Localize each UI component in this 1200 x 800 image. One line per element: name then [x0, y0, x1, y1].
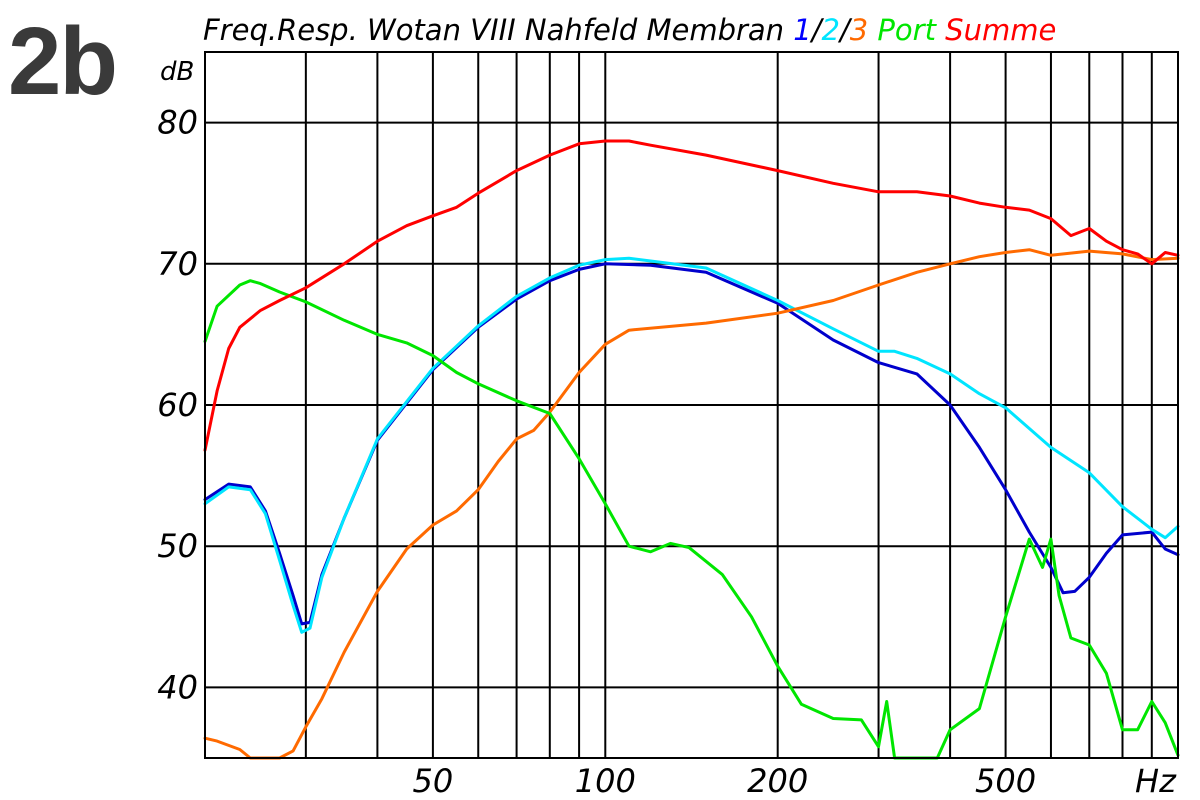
title-part-7: Summe [936, 13, 1056, 47]
x-tick-label-500: 500 [975, 762, 1036, 800]
series-line-port [203, 279, 1180, 760]
x-axis-label: Hz [1135, 762, 1177, 800]
y-tick-label-60: 60 [157, 386, 198, 424]
series-line-1 [203, 262, 1180, 626]
title-part-0: Freq.Resp. Wotan VIII Nahfeld Membran [203, 13, 793, 47]
grid [205, 52, 1178, 758]
y-tick-label-40: 40 [157, 668, 198, 706]
title-part-4: / [837, 13, 853, 47]
title-part-3: 2 [822, 13, 840, 47]
series-layer [203, 139, 1180, 760]
x-tick-label-50: 50 [413, 762, 454, 800]
title-part-2: / [809, 13, 825, 47]
y-axis-label: dB [160, 57, 194, 87]
figure-label: 2b [8, 8, 118, 115]
y-axis-ticks: 40 50 60 70 80 [157, 104, 198, 707]
plot-frame [204, 51, 1179, 759]
title-part-6: Port [868, 13, 937, 47]
title-part-5: 3 [850, 13, 868, 47]
x-tick-label-200: 200 [747, 762, 808, 800]
x-tick-label-100: 100 [575, 762, 636, 800]
y-tick-label-70: 70 [157, 245, 198, 283]
y-tick-label-50: 50 [157, 527, 198, 565]
title-part-1: 1 [793, 13, 811, 47]
x-axis-ticks: 50 100 200 500 [413, 762, 1037, 800]
y-tick-label-80: 80 [157, 104, 198, 142]
chart-title: Freq.Resp. Wotan VIII Nahfeld Membran 1/… [203, 13, 1056, 47]
series-line-2 [203, 256, 1180, 634]
series-line-summe [203, 139, 1180, 452]
